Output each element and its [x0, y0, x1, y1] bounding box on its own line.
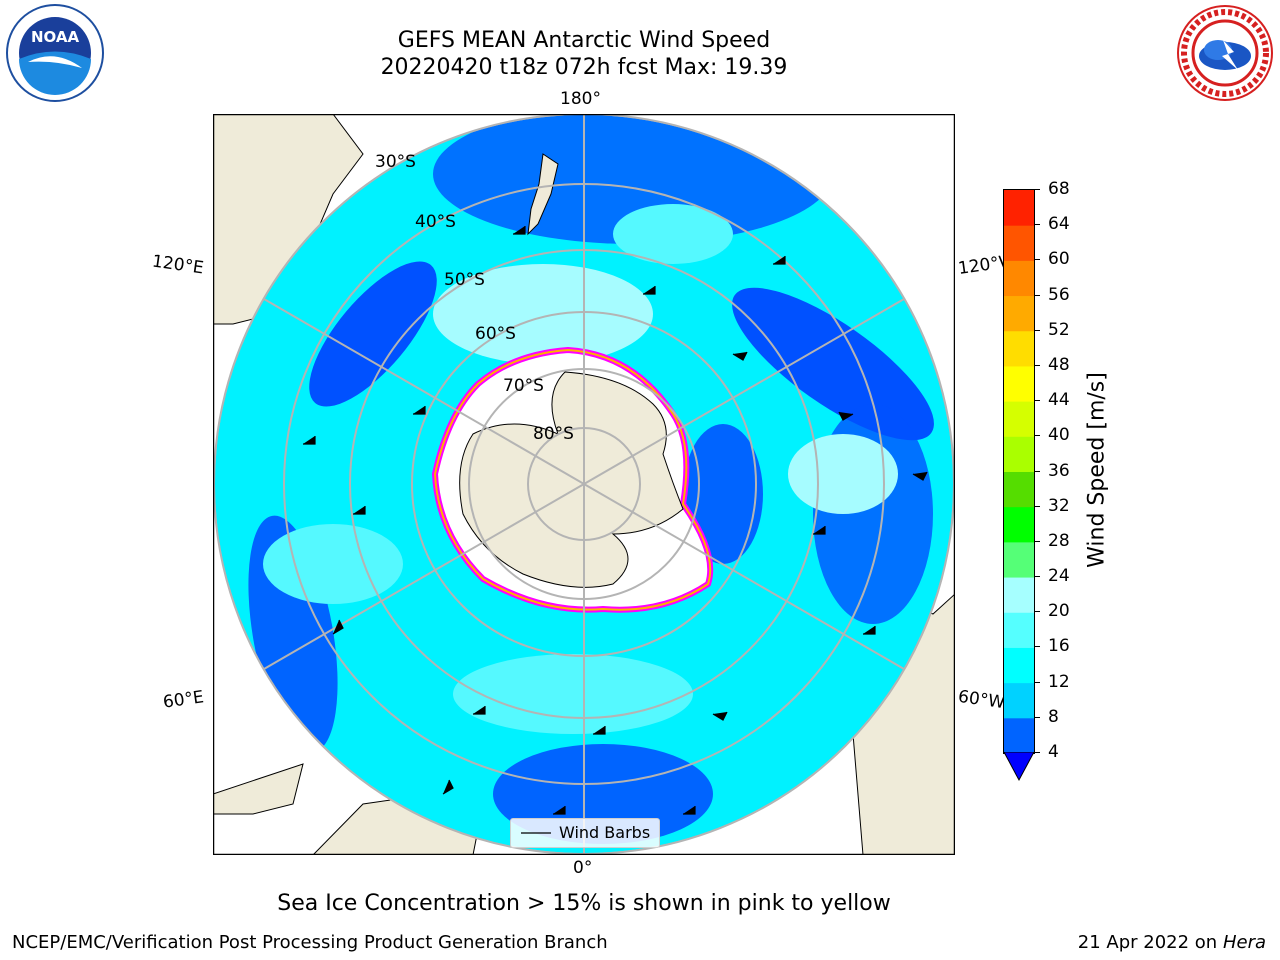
colorbar-tick-label: 32: [1048, 495, 1070, 516]
colorbar-segment: [1004, 190, 1034, 226]
footer-left: NCEP/EMC/Verification Post Processing Pr…: [12, 932, 608, 953]
colorbar-tick-mark: [1034, 752, 1040, 753]
colorbar-tick-label: 4: [1048, 742, 1059, 762]
colorbar-segment: [1004, 541, 1034, 578]
colorbar-tick-label: 48: [1048, 354, 1070, 375]
colorbar-tick-label: 12: [1048, 671, 1070, 692]
lat-label-60s: 60°S: [475, 324, 516, 344]
colorbar-segment: [1004, 717, 1034, 754]
lon-label-120e: 120°E: [150, 251, 205, 279]
nws-logo-icon: [1176, 4, 1274, 102]
legend-label: Wind Barbs: [559, 823, 651, 842]
colorbar-tick-label: 52: [1048, 319, 1070, 340]
colorbar-tick-mark: [1034, 435, 1040, 437]
colorbar-tick-label: 64: [1048, 214, 1070, 235]
colorbar-label: Wind Speed [m/s]: [1084, 372, 1110, 568]
colorbar-tick-mark: [1034, 224, 1040, 226]
lat-label-70s: 70°S: [503, 376, 544, 396]
footer-host: Hera: [1222, 932, 1266, 953]
colorbar-tick-label: 24: [1048, 566, 1070, 587]
colorbar-segment: [1004, 401, 1034, 437]
colorbar-tick-mark: [1034, 470, 1040, 472]
colorbar-tick-label: 44: [1048, 390, 1070, 411]
colorbar-segment: [1004, 577, 1034, 613]
lat-label-80s: 80°S: [533, 424, 574, 444]
lon-label-60w: 60°W: [956, 686, 1007, 714]
colorbar-segment: [1004, 682, 1034, 719]
colorbar-segment: [1004, 260, 1034, 297]
colorbar-tick-label: 28: [1048, 530, 1070, 551]
footer-date: 21 Apr 2022 on: [1077, 932, 1223, 953]
lat-label-50s: 50°S: [444, 270, 485, 290]
noaa-logo-icon: NOAA: [6, 4, 104, 102]
colorbar-tick-mark: [1034, 611, 1040, 613]
colorbar-tick-mark: [1034, 540, 1040, 542]
colorbar-tick-mark: [1034, 505, 1040, 507]
colorbar-segment: [1004, 295, 1034, 332]
colorbar-tick-mark: [1034, 364, 1040, 366]
lon-label-60e: 60°E: [161, 687, 206, 713]
colorbar-tick-mark: [1034, 259, 1040, 261]
colorbar-tick-label: 16: [1048, 636, 1070, 657]
lat-label-30s: 30°S: [375, 152, 416, 172]
colorbar-tick-mark: [1034, 681, 1040, 683]
colorbar-tick-label: 68: [1048, 179, 1070, 199]
colorbar-tick-mark: [1034, 400, 1040, 402]
colorbar-segment: [1004, 647, 1034, 684]
footer-right: 21 Apr 2022 on Hera: [1078, 932, 1266, 953]
colorbar: [1003, 189, 1035, 754]
colorbar-tick-mark: [1034, 294, 1040, 296]
colorbar-tick-label: 60: [1048, 249, 1070, 270]
colorbar-tick-label: 56: [1048, 284, 1070, 305]
colorbar-tick-mark: [1034, 716, 1040, 718]
map-legend: Wind Barbs: [510, 818, 660, 848]
colorbar-tick-mark: [1034, 646, 1040, 648]
map-panel: 30°S 40°S 50°S 60°S 70°S 80°S Wind Barbs: [212, 113, 956, 856]
sea-ice-caption: Sea Ice Concentration > 15% is shown in …: [277, 891, 891, 916]
colorbar-tick-label: 8: [1048, 706, 1059, 727]
wind-barbs: [303, 226, 928, 815]
chart-title: GEFS MEAN Antarctic Wind Speed: [397, 28, 771, 53]
colorbar-segment: [1004, 330, 1034, 367]
colorbar-segment: [1004, 471, 1034, 508]
colorbar-segment: [1004, 612, 1034, 648]
colorbar-extend-arrow: [1003, 752, 1035, 782]
colorbar-tick-label: 20: [1048, 601, 1070, 622]
colorbar-segment: [1004, 436, 1034, 472]
noaa-logo-text: NOAA: [31, 28, 80, 46]
colorbar-tick-mark: [1034, 189, 1040, 190]
lat-label-40s: 40°S: [415, 212, 456, 232]
colorbar-segment: [1004, 506, 1034, 543]
polar-map: [212, 113, 956, 856]
colorbar-segment: [1004, 225, 1034, 261]
colorbar-tick-mark: [1034, 576, 1040, 578]
colorbar-tick-mark: [1034, 329, 1040, 331]
chart-subtitle: 20220420 t18z 072h fcst Max: 19.39: [380, 55, 788, 80]
lon-label-180: 180°: [560, 89, 601, 109]
colorbar-segment: [1004, 365, 1034, 402]
colorbar-tick-label: 36: [1048, 460, 1070, 481]
lon-label-0: 0°: [573, 858, 593, 878]
colorbar-tick-label: 40: [1048, 425, 1070, 446]
